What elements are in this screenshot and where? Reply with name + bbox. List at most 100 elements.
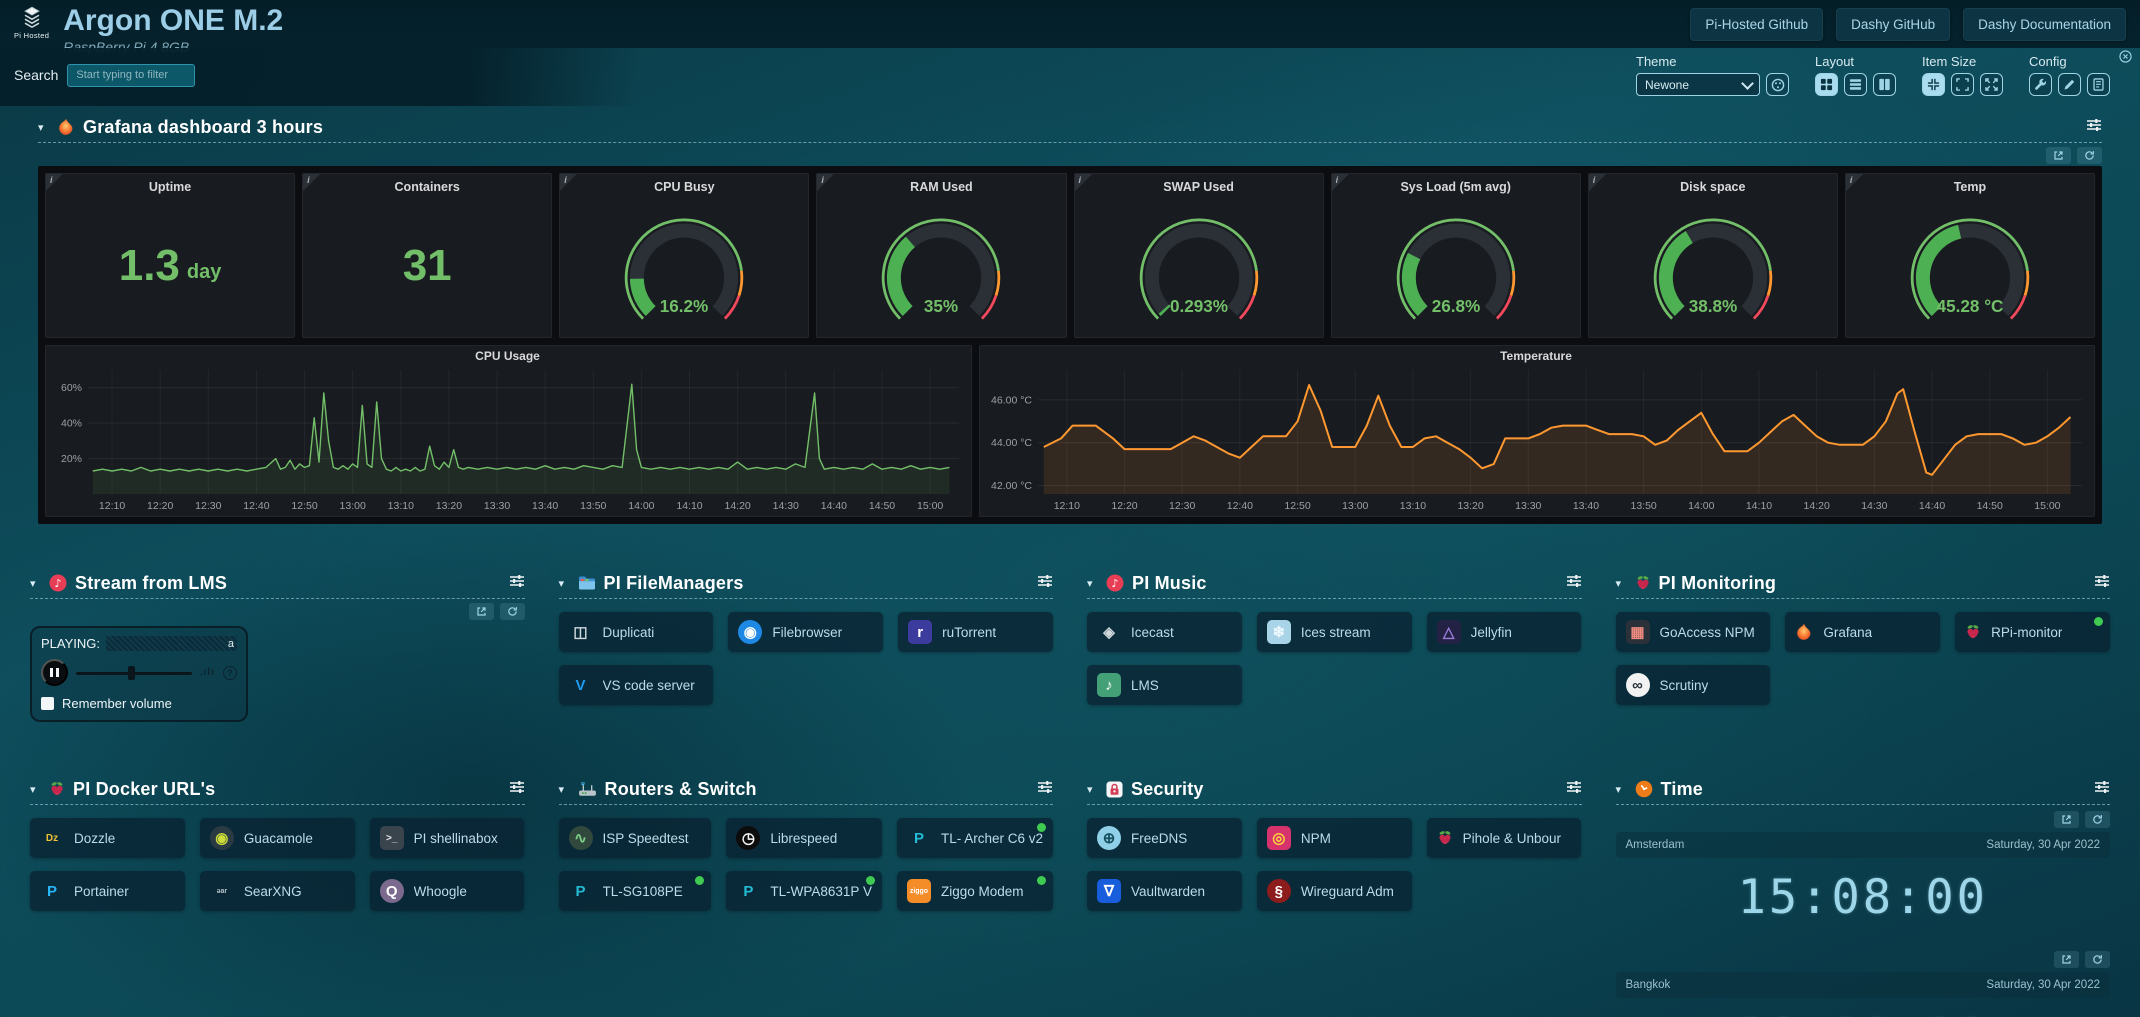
panel-info-icon[interactable]: i <box>1588 174 1606 191</box>
item-rpi-monitor[interactable]: RPi-monitor <box>1955 612 2110 652</box>
item-icecast[interactable]: ◈ Icecast <box>1087 612 1242 652</box>
rows-icon[interactable] <box>1844 73 1867 96</box>
panel-info-icon[interactable]: i <box>1074 174 1092 191</box>
search-input[interactable] <box>67 63 196 87</box>
item-searxng[interactable]: əar SearXNG <box>199 871 355 911</box>
svg-text:14:30: 14:30 <box>1861 500 1887 512</box>
item-vs-code-server[interactable]: V VS code server <box>558 665 714 705</box>
item-lms[interactable]: ♪ LMS <box>1087 665 1242 705</box>
pause-button[interactable] <box>41 659 68 686</box>
stat-panel-cpu-busy: i CPU Busy 16.2% <box>559 173 810 338</box>
item-goaccess-npm[interactable]: ▦ GoAccess NPM <box>1615 612 1771 652</box>
columns-icon[interactable] <box>1873 73 1896 96</box>
item-vaultwarden[interactable]: ∇ Vaultwarden <box>1087 871 1242 911</box>
grid-icon[interactable] <box>1815 73 1838 96</box>
svg-text:CPU Usage: CPU Usage <box>475 349 540 363</box>
dismiss-icon[interactable] <box>2119 50 2132 68</box>
collapse-caret-icon[interactable] <box>559 577 570 590</box>
icecast-icon: ◈ <box>1103 624 1115 641</box>
collapse-caret-icon[interactable] <box>559 783 570 796</box>
panel-info-icon[interactable]: i <box>560 174 578 191</box>
section-title: Grafana dashboard 3 hours <box>83 116 324 137</box>
nav-button-dashy-documentation[interactable]: Dashy Documentation <box>1963 8 2126 41</box>
expand-icon[interactable] <box>1980 73 2003 96</box>
item-tl-archer-c6-v2[interactable]: P TL- Archer C6 v2 <box>896 818 1053 858</box>
item-label: Duplicati <box>602 624 655 640</box>
stat-number: 1.3 <box>118 240 180 290</box>
section-settings-icon[interactable] <box>1037 574 1053 593</box>
item-ices-stream[interactable]: ❄ Ices stream <box>1256 612 1412 652</box>
panel-info-icon[interactable]: i <box>46 174 63 191</box>
cpu-usage-chart: 20% 40% 60% 12:10 12:20 12:30 12:40 12:50 13:00 1… <box>45 345 972 517</box>
svg-text:♪: ♪ <box>54 577 61 590</box>
app-logo[interactable]: Pi Hosted <box>14 5 49 40</box>
section-settings-icon[interactable] <box>1037 780 1053 799</box>
item-whoogle[interactable]: Q Whoogle <box>369 871 525 911</box>
panel-info-icon[interactable]: i <box>817 174 835 191</box>
item-npm[interactable]: ◎ NPM <box>1256 818 1412 858</box>
collapse-caret-icon[interactable] <box>30 577 41 590</box>
npm-proxy-icon: ◎ <box>1266 826 1291 850</box>
panel-info-icon[interactable]: i <box>1331 174 1349 191</box>
item-grafana[interactable]: Grafana <box>1785 612 1941 652</box>
widget-actions <box>1616 811 2110 828</box>
open-in-new-icon[interactable] <box>2054 811 2079 828</box>
item-ziggo-modem[interactable]: ziggo Ziggo Modem <box>896 871 1053 911</box>
section-settings-icon[interactable] <box>2086 118 2102 137</box>
refresh-icon[interactable] <box>499 603 525 620</box>
item-freedns[interactable]: ⊕ FreeDNS <box>1087 818 1242 858</box>
refresh-icon[interactable] <box>2077 147 2102 164</box>
panel-info-icon[interactable]: i <box>303 174 321 191</box>
section-security: Security ⊕ FreeDNS ◎ NPM Pihole & Unbour ∇ Vaul… <box>1087 776 1582 1017</box>
item-jellyfin[interactable]: △ Jellyfin <box>1426 612 1582 652</box>
item-filebrowser[interactable]: ◉ Filebrowser <box>728 612 884 652</box>
slider-thumb[interactable] <box>128 665 136 680</box>
nav-button-pi-hosted-github[interactable]: Pi-Hosted Github <box>1690 8 1824 41</box>
refresh-icon[interactable] <box>2085 951 2110 968</box>
panel-info-icon[interactable]: i <box>1845 174 1863 191</box>
theme-select-input[interactable]: Newone <box>1636 73 1760 96</box>
item-portainer[interactable]: P Portainer <box>30 871 185 911</box>
remember-volume-checkbox[interactable] <box>41 697 54 710</box>
collapse-caret-icon[interactable] <box>1616 577 1627 590</box>
item-isp-speedtest[interactable]: ∿ ISP Speedtest <box>558 818 712 858</box>
collapse-caret-icon[interactable] <box>1087 577 1098 590</box>
item-guacamole[interactable]: ◉ Guacamole <box>199 818 355 858</box>
open-in-new-icon[interactable] <box>2054 951 2079 968</box>
item-tl-wpa8631p-v[interactable]: P TL-WPA8631P V <box>726 871 882 911</box>
open-in-new-icon[interactable] <box>468 603 494 620</box>
item-scrutiny[interactable]: ∞ Scrutiny <box>1615 665 1771 705</box>
nav-button-dashy-github[interactable]: Dashy GitHub <box>1836 8 1951 41</box>
section-settings-icon[interactable] <box>509 780 525 799</box>
pencil-icon[interactable] <box>2058 73 2081 96</box>
section-settings-icon[interactable] <box>2094 574 2110 593</box>
palette-icon[interactable] <box>1766 73 1789 96</box>
control-group-label: Layout <box>1815 54 1855 69</box>
config-file-icon[interactable] <box>2087 73 2110 96</box>
wrench-icon[interactable] <box>2029 73 2052 96</box>
section-settings-icon[interactable] <box>1566 574 1582 593</box>
section-time: Time Amsterdam Saturday, 30 Apr 2022 15:08:… <box>1615 776 2110 1017</box>
collapse-caret-icon[interactable] <box>1616 783 1627 796</box>
item-duplicati[interactable]: ◫ Duplicati <box>558 612 714 652</box>
section-settings-icon[interactable] <box>2094 780 2110 799</box>
item-dozzle[interactable]: Dz Dozzle <box>30 818 185 858</box>
item-tl-sg108pe[interactable]: P TL-SG108PE <box>558 871 712 911</box>
collapse-caret-icon[interactable] <box>38 121 49 134</box>
open-in-new-icon[interactable] <box>2046 147 2071 164</box>
item-rutorrent[interactable]: r ruTorrent <box>898 612 1053 652</box>
section-settings-icon[interactable] <box>509 574 525 593</box>
medium-size-icon[interactable] <box>1951 73 1974 96</box>
help-icon[interactable]: ? <box>223 665 237 680</box>
collapse-caret-icon[interactable] <box>30 783 41 796</box>
volume-slider[interactable] <box>76 665 192 681</box>
refresh-icon[interactable] <box>2085 811 2110 828</box>
compress-icon[interactable] <box>1922 73 1945 96</box>
item-librespeed[interactable]: ◷ Librespeed <box>726 818 882 858</box>
theme-select[interactable]: Newone <box>1636 73 1760 96</box>
section-settings-icon[interactable] <box>1566 780 1582 799</box>
item-pi-shellinabox[interactable]: >_ PI shellinabox <box>369 818 525 858</box>
item-wireguard-adm[interactable]: § Wireguard Adm <box>1256 871 1412 911</box>
item-pihole-unbour[interactable]: Pihole & Unbour <box>1426 818 1582 858</box>
collapse-caret-icon[interactable] <box>1087 783 1098 796</box>
